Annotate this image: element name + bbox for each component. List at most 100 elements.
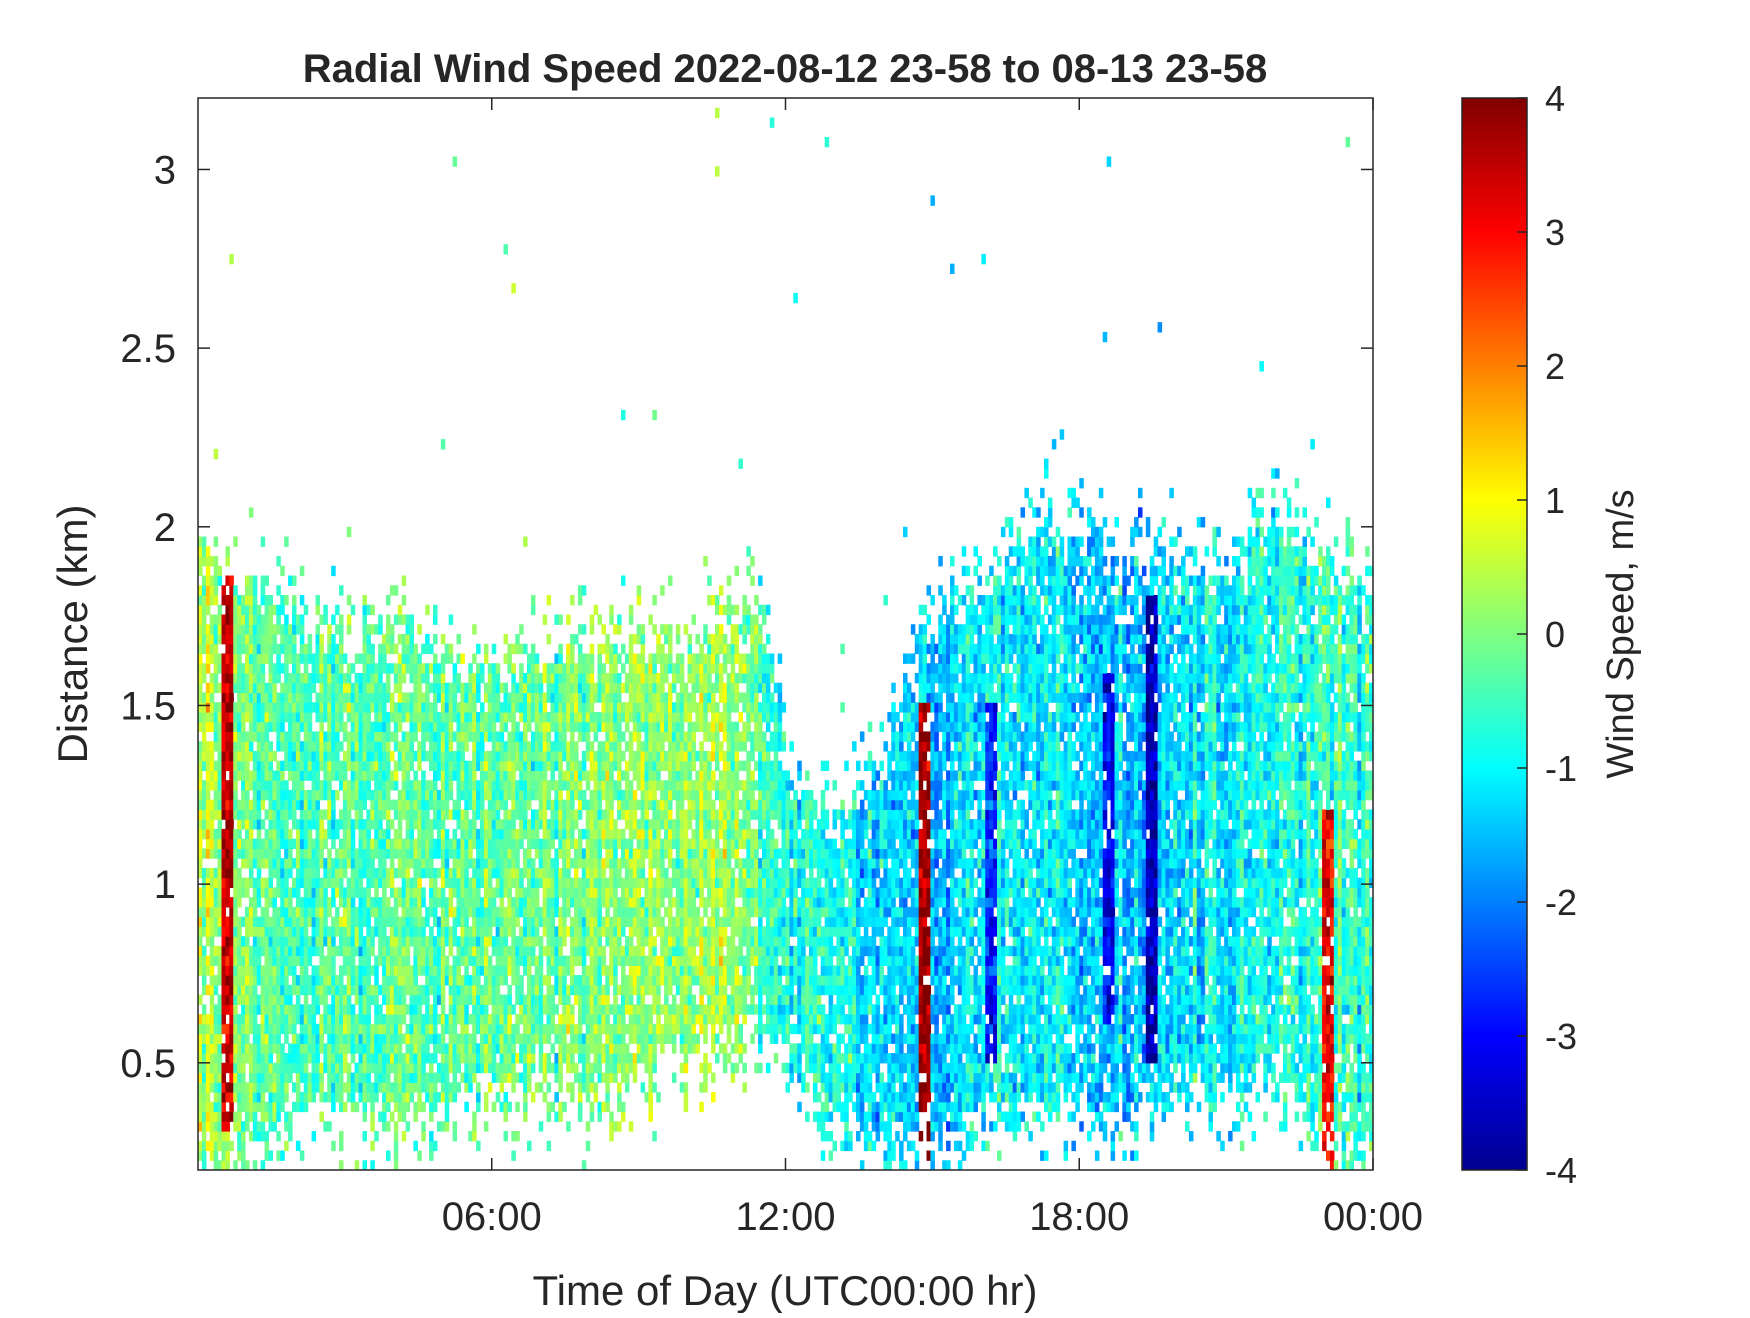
heatmap-cell	[624, 887, 630, 898]
heatmap-cell	[248, 1043, 254, 1054]
heatmap-cell	[621, 770, 626, 781]
heatmap-cell	[452, 965, 458, 976]
heatmap-cell	[554, 663, 559, 674]
heatmap-cell	[209, 828, 215, 840]
heatmap-cell	[405, 760, 411, 772]
heatmap-cell	[538, 809, 544, 820]
heatmap-cell	[487, 955, 493, 966]
heatmap-cell	[256, 1072, 262, 1083]
heatmap-cell	[268, 672, 274, 684]
heatmap-cell	[366, 1014, 371, 1025]
heatmap-cell	[299, 643, 305, 655]
heatmap-cell	[311, 848, 317, 859]
heatmap-cell	[401, 1101, 407, 1113]
heatmap-cell	[534, 1014, 540, 1025]
heatmap-cell	[213, 672, 219, 684]
heatmap-cell	[382, 887, 387, 898]
heatmap-cell	[480, 1033, 485, 1044]
heatmap-cell	[601, 672, 606, 684]
heatmap-cell	[605, 770, 610, 781]
heatmap-cell	[358, 984, 364, 996]
heatmap-cell	[421, 926, 426, 937]
heatmap-cell	[609, 780, 614, 791]
heatmap-cell	[483, 1014, 489, 1025]
heatmap-cell	[198, 945, 203, 957]
heatmap-cell	[201, 585, 207, 596]
heatmap-cell	[354, 916, 360, 927]
heatmap-cell	[386, 916, 391, 927]
heatmap-cell	[397, 975, 403, 986]
heatmap-cell	[456, 809, 462, 820]
heatmap-cell	[562, 809, 567, 820]
heatmap-cell	[570, 877, 575, 888]
heatmap-cell	[554, 1062, 559, 1074]
heatmap-cell	[511, 1053, 516, 1064]
heatmap-cell	[280, 565, 285, 577]
heatmap-cell	[601, 711, 606, 723]
heatmap-cell	[241, 634, 246, 645]
heatmap-cell	[245, 741, 250, 752]
heatmap-cell	[558, 848, 563, 859]
heatmap-cell	[538, 975, 544, 986]
heatmap-cell	[276, 926, 281, 937]
heatmap-cell	[444, 936, 450, 947]
heatmap-cell	[425, 672, 430, 684]
heatmap-cell	[272, 1004, 277, 1015]
heatmap-cell	[346, 614, 352, 625]
heatmap-cell	[519, 799, 524, 811]
heatmap-cell	[597, 682, 603, 694]
heatmap-cell	[613, 994, 618, 1005]
heatmap-cell	[229, 253, 234, 265]
heatmap-cell	[264, 809, 270, 820]
heatmap-cell	[276, 624, 281, 635]
heatmap-cell	[570, 692, 575, 703]
heatmap-cell	[550, 1043, 556, 1054]
heatmap-cell	[413, 936, 418, 947]
heatmap-cell	[542, 1092, 548, 1103]
heatmap-cell	[413, 809, 418, 820]
heatmap-cell	[397, 897, 403, 908]
heatmap-cell	[436, 897, 442, 908]
heatmap-cell	[327, 1014, 332, 1025]
heatmap-cell	[213, 663, 219, 674]
heatmap-cell	[268, 595, 274, 606]
heatmap-cell	[460, 1072, 465, 1083]
heatmap-cell	[617, 1053, 622, 1064]
heatmap-cell	[472, 682, 477, 694]
heatmap-cell	[574, 711, 579, 723]
heatmap-cell	[452, 809, 458, 820]
heatmap-cell	[436, 1092, 442, 1103]
heatmap-cell	[335, 819, 340, 830]
heatmap-cell	[311, 906, 317, 918]
heatmap-cell	[217, 702, 223, 713]
heatmap-cell	[491, 1004, 497, 1015]
heatmap-cell	[284, 1014, 289, 1025]
heatmap-cell	[593, 711, 599, 723]
heatmap-cell	[339, 711, 344, 723]
heatmap-cell	[495, 672, 501, 684]
heatmap-cell	[542, 838, 548, 849]
heatmap-cell	[245, 994, 250, 1005]
heatmap-cell	[503, 244, 509, 255]
heatmap-cell	[323, 906, 328, 918]
heatmap-cell	[577, 1004, 583, 1015]
heatmap-cell	[460, 916, 465, 927]
heatmap-cell	[252, 877, 258, 888]
heatmap-cell	[562, 828, 567, 840]
heatmap-cell	[295, 906, 301, 918]
heatmap-cell	[554, 614, 559, 625]
heatmap-cell	[205, 1043, 211, 1054]
heatmap-cell	[530, 945, 536, 957]
heatmap-cell	[288, 624, 293, 635]
heatmap-cell	[617, 721, 622, 733]
heatmap-cell	[198, 536, 203, 547]
heatmap-cell	[362, 1014, 368, 1025]
heatmap-cell	[417, 945, 422, 957]
heatmap-cell	[405, 1033, 411, 1044]
heatmap-cell	[617, 750, 622, 762]
heatmap-cell	[358, 741, 364, 752]
heatmap-cell	[252, 994, 258, 1005]
heatmap-cell	[241, 1043, 246, 1054]
heatmap-cell	[499, 819, 505, 830]
heatmap-cell	[256, 887, 262, 898]
